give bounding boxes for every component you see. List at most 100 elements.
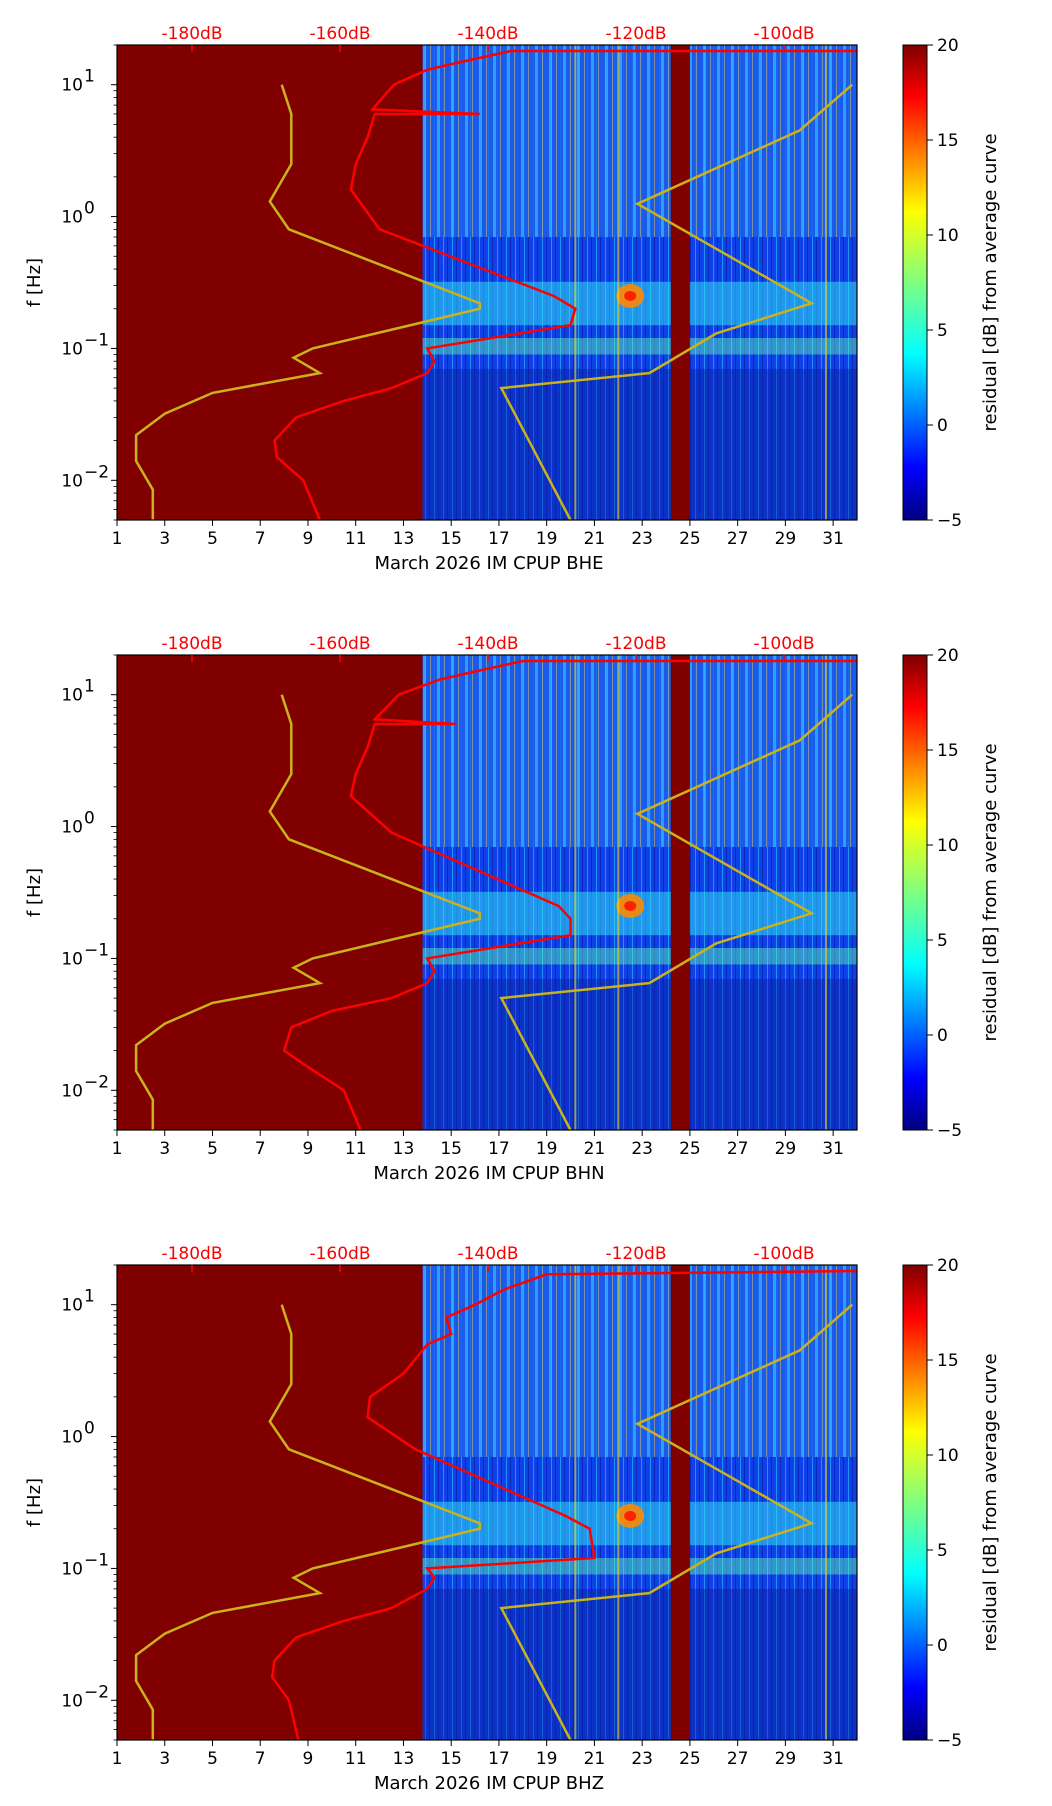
x-tick-label: 1 <box>112 1139 123 1159</box>
y-tick-label: 10 <box>61 1691 83 1711</box>
y-tick-exponent: −2 <box>84 1682 109 1702</box>
y-tick-exponent: 1 <box>84 67 95 87</box>
colorbar-tick-label: 0 <box>937 1636 948 1656</box>
y-tick-exponent: 0 <box>84 1419 95 1439</box>
x-tick-label: 29 <box>775 529 797 549</box>
x-tick-label: 11 <box>345 1749 367 1769</box>
x-tick-label: 13 <box>393 1139 415 1159</box>
x-tick-label: 7 <box>255 1749 266 1769</box>
colorbar-gradient <box>902 1264 928 1741</box>
db-tick-label: -100dB <box>753 24 814 44</box>
db-tick-label: -180dB <box>161 634 222 654</box>
x-axis-label: March 2026 IM CPUP BHE <box>374 553 603 574</box>
y-tick-label: 10 <box>61 1428 83 1448</box>
db-tick-label: -100dB <box>753 634 814 654</box>
axes-frame <box>116 44 858 521</box>
noise-model-curve-left <box>134 84 482 520</box>
secondary-band <box>422 947 857 965</box>
secondary-band <box>422 1557 857 1575</box>
average-psd-curve <box>270 1269 858 1741</box>
colorbar-tick-label: −5 <box>937 1731 962 1751</box>
y-tick-label: 10 <box>61 76 83 96</box>
x-axis-label: March 2026 IM CPUP BHN <box>373 1163 604 1184</box>
data-gap-1 <box>117 655 423 1130</box>
colorbar-tick-label: 0 <box>937 1026 948 1046</box>
colorbar-tick-label: 10 <box>937 226 959 246</box>
average-psd-curve <box>273 49 857 521</box>
x-tick-label: 13 <box>393 1749 415 1769</box>
x-tick-label: 13 <box>393 529 415 549</box>
y-tick-exponent: −2 <box>84 1072 109 1092</box>
x-tick-label: 3 <box>159 1749 170 1769</box>
colorbar-tick-label: 5 <box>937 321 948 341</box>
x-tick-label: 17 <box>488 1749 510 1769</box>
colorbar: 20 15 10 5 0 −5 residual [dB] from average cur… <box>902 646 1001 1141</box>
db-tick-label: -160dB <box>309 1244 370 1264</box>
noise-model-curve-right <box>499 693 854 1131</box>
y-tick-label: 10 <box>61 339 83 359</box>
x-tick-label: 27 <box>727 1749 749 1769</box>
x-tick-label: 9 <box>303 1749 314 1769</box>
y-tick-label: 10 <box>61 818 83 838</box>
colorbar-tick-label: 0 <box>937 416 948 436</box>
storm-hotspot-core <box>624 1510 637 1521</box>
y-tick-exponent: 0 <box>84 199 95 219</box>
data-gap-2 <box>670 655 690 1130</box>
noise-model-curve-right <box>499 83 854 521</box>
storm-hotspot-core <box>624 900 637 911</box>
y-tick-exponent: −1 <box>84 330 109 350</box>
colorbar-tick-label: 20 <box>937 1256 959 1276</box>
y-tick-exponent: 1 <box>84 677 95 697</box>
y-tick-label: 10 <box>61 1559 83 1579</box>
db-tick-label: -120dB <box>605 1244 666 1264</box>
axes-frame <box>116 1264 858 1741</box>
axes-frame <box>116 654 858 1131</box>
x-tick-label: 5 <box>207 529 218 549</box>
x-axis-label: March 2026 IM CPUP BHZ <box>374 1773 604 1794</box>
x-tick-label: 27 <box>727 529 749 549</box>
x-tick-label: 19 <box>536 1749 558 1769</box>
x-tick-label: 7 <box>255 1139 266 1159</box>
db-tick-label: -140dB <box>457 634 518 654</box>
db-tick-label: -180dB <box>161 1244 222 1264</box>
x-tick-label: 15 <box>440 1749 462 1769</box>
db-tick-label: -120dB <box>605 634 666 654</box>
y-tick-label: 10 <box>61 949 83 969</box>
x-tick-label: 1 <box>112 1749 123 1769</box>
x-tick-label: 17 <box>488 529 510 549</box>
x-tick-label: 25 <box>679 1749 701 1769</box>
y-tick-exponent: −2 <box>84 462 109 482</box>
noise-model-curve-left <box>134 694 482 1130</box>
x-tick-label: 31 <box>822 529 844 549</box>
db-tick-label: -100dB <box>753 1244 814 1264</box>
x-tick-label: 1 <box>112 529 123 549</box>
x-tick-label: 31 <box>822 1139 844 1159</box>
db-tick-label: -120dB <box>605 24 666 44</box>
x-tick-label: 19 <box>536 1139 558 1159</box>
data-gap-2 <box>670 45 690 520</box>
colorbar-tick-label: 15 <box>937 741 959 761</box>
x-tick-label: 21 <box>584 1749 606 1769</box>
y-axis-label: f [Hz] <box>24 258 45 307</box>
x-tick-label: 29 <box>775 1749 797 1769</box>
x-tick-label: 23 <box>631 1139 653 1159</box>
colorbar: 20 15 10 5 0 −5 residual [dB] from average cur… <box>902 1256 1001 1751</box>
colorbar-label: residual [dB] from average curve <box>980 133 1001 431</box>
colorbar-tick-label: 5 <box>937 1541 948 1561</box>
low-frequency-band <box>422 978 857 1130</box>
y-tick-label: 10 <box>61 208 83 228</box>
data-gap-2 <box>670 1265 690 1740</box>
db-tick-label: -140dB <box>457 24 518 44</box>
y-tick-exponent: 1 <box>84 1287 95 1307</box>
storm-hotspot-core <box>624 290 637 301</box>
colorbar-tick-label: 10 <box>937 836 959 856</box>
x-tick-label: 7 <box>255 529 266 549</box>
db-tick-label: -160dB <box>309 24 370 44</box>
x-tick-label: 3 <box>159 529 170 549</box>
noise-model-curve-right <box>499 1303 854 1741</box>
db-tick-label: -180dB <box>161 24 222 44</box>
y-tick-label: 10 <box>61 471 83 491</box>
x-tick-label: 9 <box>303 1139 314 1159</box>
